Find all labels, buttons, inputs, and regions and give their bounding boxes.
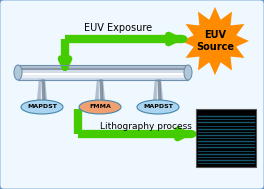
Ellipse shape bbox=[79, 100, 121, 114]
Bar bbox=[18, 70, 188, 73]
Polygon shape bbox=[181, 7, 249, 75]
Ellipse shape bbox=[21, 100, 63, 114]
Bar bbox=[18, 77, 188, 80]
Text: EUV
Source: EUV Source bbox=[196, 30, 234, 52]
Polygon shape bbox=[100, 80, 103, 102]
Text: EUV Exposure: EUV Exposure bbox=[84, 23, 152, 33]
Bar bbox=[18, 65, 188, 80]
Text: MAPDST: MAPDST bbox=[27, 105, 57, 109]
Polygon shape bbox=[153, 80, 163, 102]
Text: MAPDST: MAPDST bbox=[143, 105, 173, 109]
Text: Lithography process: Lithography process bbox=[100, 122, 192, 131]
Polygon shape bbox=[158, 80, 161, 102]
Bar bbox=[196, 109, 256, 167]
Ellipse shape bbox=[14, 65, 22, 80]
Text: FMMA: FMMA bbox=[89, 105, 111, 109]
Polygon shape bbox=[96, 80, 105, 102]
Bar bbox=[18, 73, 188, 75]
Ellipse shape bbox=[184, 65, 192, 80]
Polygon shape bbox=[37, 80, 46, 102]
Bar bbox=[18, 67, 188, 70]
Ellipse shape bbox=[137, 100, 179, 114]
Bar bbox=[18, 75, 188, 77]
Polygon shape bbox=[42, 80, 45, 102]
Bar bbox=[18, 65, 188, 67]
